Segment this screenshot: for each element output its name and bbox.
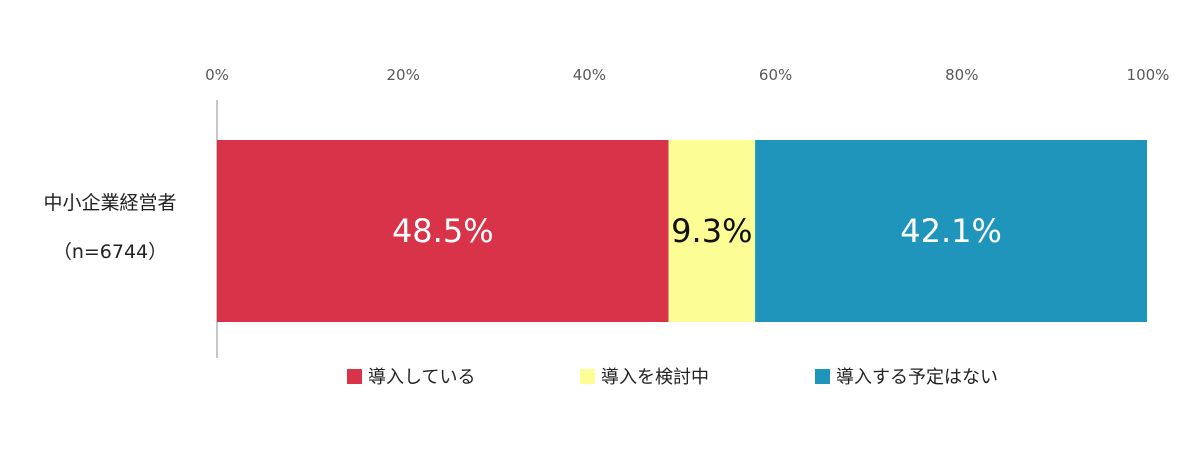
category-sample-size: （n=6744） [53, 241, 167, 263]
legend-swatch [347, 369, 362, 384]
category-label: 中小企業経営者 [43, 192, 176, 214]
legend: 導入している 導入を検討中 導入する予定はない [347, 367, 998, 388]
bar-segment [668, 140, 756, 322]
x-tick-label: 0% [205, 66, 229, 84]
legend-swatch [580, 369, 595, 384]
legend-label: 導入を検討中 [601, 367, 709, 388]
x-tick-label: 60% [759, 66, 792, 84]
x-tick-label: 20% [387, 66, 420, 84]
x-tick-label: 80% [945, 66, 978, 84]
data-label: 48.5% [392, 212, 494, 250]
legend-label: 導入する予定はない [836, 367, 998, 388]
x-tick-label: 40% [573, 66, 606, 84]
bar-segment [217, 140, 669, 322]
x-tick-label: 100% [1127, 66, 1170, 84]
legend-swatch [815, 369, 830, 384]
data-label: 9.3% [671, 212, 752, 250]
legend-label: 導入している [368, 367, 475, 388]
x-axis-ticks: 0% 20% 40% 60% 80% 100% [205, 66, 1169, 84]
data-label: 42.1% [900, 212, 1002, 250]
bar-segments: 48.5% 9.3% 42.1% [217, 140, 1148, 322]
bar-segment [755, 140, 1148, 322]
